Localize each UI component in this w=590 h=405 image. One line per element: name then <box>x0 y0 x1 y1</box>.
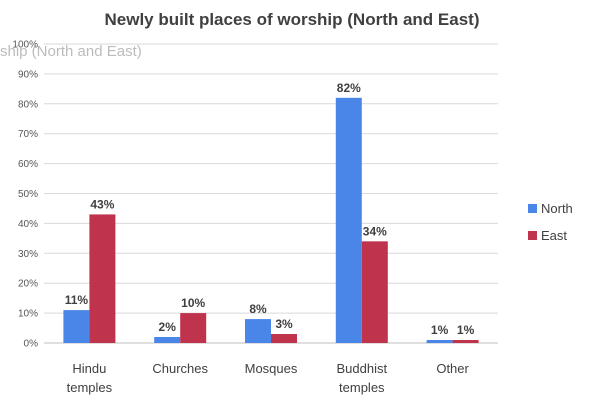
y-tick-label: 10% <box>18 309 38 320</box>
legend-label-north: North <box>541 201 573 216</box>
data-label-east: 43% <box>90 197 114 211</box>
legend-label-east: East <box>541 228 567 243</box>
data-label-north: 11% <box>65 293 89 307</box>
bar-east <box>452 340 479 343</box>
chart-title: Newly built places of worship (North and… <box>105 10 480 29</box>
y-tick-label: 50% <box>18 189 38 200</box>
bar-east <box>180 313 207 343</box>
data-label-north: 1% <box>431 323 449 337</box>
x-tick-label: temples <box>339 380 385 395</box>
bar-east <box>271 334 297 343</box>
y-tick-label: 80% <box>18 99 38 110</box>
bar-north <box>335 97 362 343</box>
data-label-east: 34% <box>363 224 387 238</box>
x-tick-label: Other <box>436 361 469 376</box>
legend-swatch-north <box>528 204 537 213</box>
x-axis-ticks: Hindu temples Churches Mosques Buddhist templ… <box>67 361 470 395</box>
bar-east <box>89 214 116 343</box>
x-tick-label: Buddhist <box>337 361 388 376</box>
bars <box>63 97 479 343</box>
x-tick-label: Hindu <box>72 361 106 376</box>
x-tick-label: Churches <box>152 361 208 376</box>
y-tick-label: 40% <box>18 219 38 230</box>
chart-subtitle-overlay: ship (North and East) <box>0 43 142 60</box>
data-label-east: 10% <box>181 296 205 310</box>
bar-north <box>154 337 181 343</box>
data-label-north: 2% <box>159 320 177 334</box>
bar-east <box>361 241 388 343</box>
y-tick-label: 70% <box>18 129 38 140</box>
data-label-east: 3% <box>275 317 293 331</box>
x-tick-label: temples <box>67 380 113 395</box>
legend-swatch-east <box>528 231 537 240</box>
y-tick-label: 30% <box>18 249 38 260</box>
legend: North East <box>528 201 573 243</box>
bar-north <box>245 319 271 343</box>
y-tick-label: 0% <box>24 339 39 350</box>
data-labels: 11% 43% 2% 10% 8% 3% 82% 34% 1% 1% <box>65 81 475 337</box>
x-tick-label: Mosques <box>245 361 298 376</box>
y-tick-label: 90% <box>18 69 38 80</box>
data-label-east: 1% <box>457 323 475 337</box>
bar-north <box>426 340 453 343</box>
data-label-north: 82% <box>337 81 361 95</box>
bar-north <box>63 310 90 343</box>
y-tick-label: 100% <box>12 40 38 51</box>
y-axis-ticks: 0% 10% 20% 30% 40% 50% 60% 70% 80% 90% 100% <box>12 40 38 350</box>
y-tick-label: 20% <box>18 279 38 290</box>
data-label-north: 8% <box>249 302 267 316</box>
y-tick-label: 60% <box>18 159 38 170</box>
